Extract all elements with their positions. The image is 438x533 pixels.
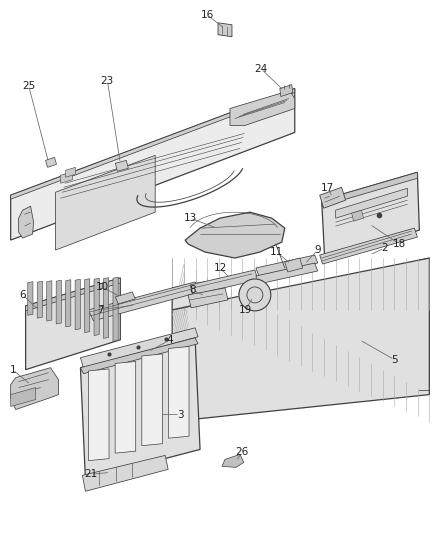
Polygon shape <box>222 455 244 467</box>
Text: 24: 24 <box>254 63 268 74</box>
Text: 21: 21 <box>84 470 97 479</box>
Polygon shape <box>352 210 364 221</box>
Polygon shape <box>88 369 109 461</box>
Text: 2: 2 <box>381 243 388 253</box>
Polygon shape <box>256 255 318 276</box>
Polygon shape <box>185 212 285 258</box>
Polygon shape <box>81 338 200 479</box>
Polygon shape <box>19 206 34 238</box>
Text: 18: 18 <box>393 239 406 249</box>
Polygon shape <box>320 228 417 264</box>
Polygon shape <box>336 188 407 218</box>
Polygon shape <box>85 279 90 333</box>
Polygon shape <box>142 354 162 446</box>
Text: 4: 4 <box>167 335 173 345</box>
Text: 13: 13 <box>184 213 197 223</box>
Text: 17: 17 <box>321 183 334 193</box>
Polygon shape <box>169 346 189 438</box>
Text: 6: 6 <box>19 290 26 300</box>
Text: 23: 23 <box>101 76 114 86</box>
Polygon shape <box>115 361 136 453</box>
Polygon shape <box>321 172 417 206</box>
Polygon shape <box>188 288 228 308</box>
Polygon shape <box>285 258 303 272</box>
Polygon shape <box>46 157 57 167</box>
Text: 5: 5 <box>391 354 398 365</box>
Polygon shape <box>47 281 52 321</box>
Polygon shape <box>11 387 35 407</box>
Polygon shape <box>11 368 59 409</box>
Polygon shape <box>113 277 118 341</box>
Polygon shape <box>75 279 80 330</box>
Polygon shape <box>172 282 205 310</box>
Polygon shape <box>37 281 42 318</box>
Polygon shape <box>11 88 295 199</box>
Polygon shape <box>56 280 61 324</box>
Polygon shape <box>256 263 318 284</box>
Polygon shape <box>60 172 72 183</box>
Text: 25: 25 <box>22 80 35 91</box>
Polygon shape <box>94 278 99 336</box>
Polygon shape <box>25 278 120 311</box>
Polygon shape <box>82 455 168 491</box>
Polygon shape <box>115 160 128 171</box>
Polygon shape <box>66 280 71 327</box>
Polygon shape <box>25 278 120 370</box>
Polygon shape <box>81 328 198 368</box>
Text: 1: 1 <box>9 365 16 375</box>
Text: 26: 26 <box>235 447 248 457</box>
Polygon shape <box>190 270 258 295</box>
Polygon shape <box>280 85 293 96</box>
Polygon shape <box>218 23 232 37</box>
Polygon shape <box>115 292 135 304</box>
Polygon shape <box>103 278 109 338</box>
Text: 8: 8 <box>189 285 195 295</box>
Polygon shape <box>28 282 33 316</box>
Polygon shape <box>88 282 200 321</box>
Text: 16: 16 <box>201 10 214 20</box>
Polygon shape <box>56 155 155 250</box>
Polygon shape <box>230 91 295 125</box>
Text: 7: 7 <box>97 305 104 315</box>
Text: 3: 3 <box>177 409 184 419</box>
Text: 12: 12 <box>213 263 226 273</box>
Circle shape <box>239 279 271 311</box>
Polygon shape <box>172 258 429 422</box>
Polygon shape <box>11 88 295 240</box>
Text: 19: 19 <box>239 305 253 315</box>
Text: 10: 10 <box>96 282 109 292</box>
Text: 11: 11 <box>270 247 283 257</box>
Polygon shape <box>66 167 75 177</box>
Polygon shape <box>81 338 198 374</box>
Text: 9: 9 <box>314 245 321 255</box>
Polygon shape <box>320 187 346 208</box>
Polygon shape <box>321 172 419 258</box>
